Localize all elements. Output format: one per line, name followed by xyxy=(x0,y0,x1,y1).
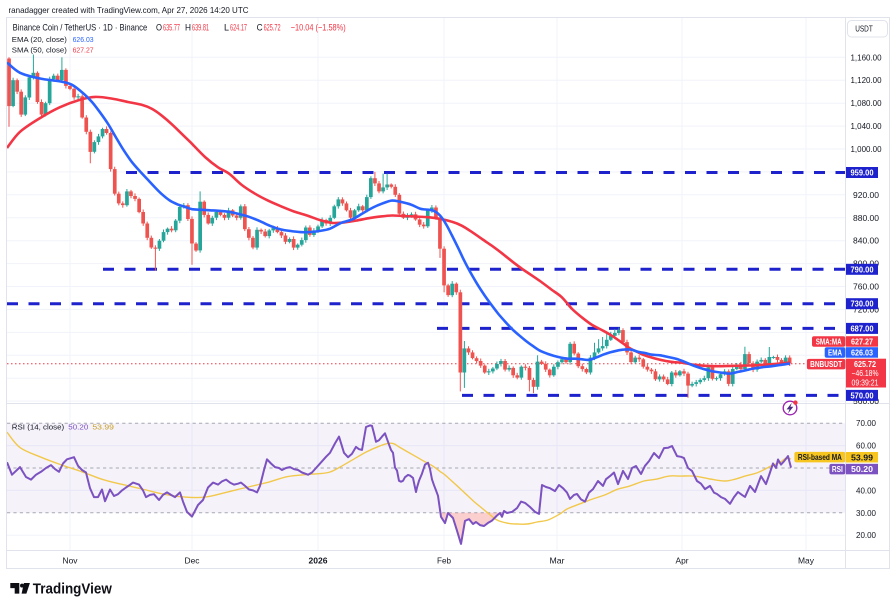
svg-text:Binance Coin / TetherUS · 1D ·: Binance Coin / TetherUS · 1D · Binance xyxy=(13,22,148,33)
svg-text:1,000.00: 1,000.00 xyxy=(851,145,883,154)
svg-text:570.00: 570.00 xyxy=(851,391,875,400)
svg-text:624.17: 624.17 xyxy=(230,22,247,33)
svg-text:H: H xyxy=(185,22,191,33)
svg-text:ranadagger created with Tradin: ranadagger created with TradingView.com,… xyxy=(9,5,249,15)
svg-text:RSI: RSI xyxy=(832,465,843,474)
svg-text:53.99: 53.99 xyxy=(92,422,114,431)
svg-text:959.00: 959.00 xyxy=(851,169,875,178)
svg-text:880.00: 880.00 xyxy=(853,214,880,223)
svg-text:730.00: 730.00 xyxy=(851,300,875,309)
svg-text:626.03: 626.03 xyxy=(73,35,94,44)
svg-text:760.00: 760.00 xyxy=(853,283,880,292)
svg-text:920.00: 920.00 xyxy=(853,191,880,200)
svg-text:20.00: 20.00 xyxy=(856,531,877,540)
svg-text:SMA:MA: SMA:MA xyxy=(816,338,842,347)
svg-text:09:39:21: 09:39:21 xyxy=(852,378,879,387)
svg-text:C: C xyxy=(257,22,263,33)
svg-text:SMA (50, close): SMA (50, close) xyxy=(12,45,68,54)
svg-text:Dec: Dec xyxy=(185,556,201,566)
svg-text:635.77: 635.77 xyxy=(163,22,180,33)
svg-text:70.00: 70.00 xyxy=(856,419,877,428)
svg-text:50.20: 50.20 xyxy=(851,465,874,474)
svg-text:790.00: 790.00 xyxy=(851,265,875,274)
svg-text:40.00: 40.00 xyxy=(856,486,877,495)
svg-text:627.27: 627.27 xyxy=(851,338,873,347)
svg-text:Feb: Feb xyxy=(437,556,451,566)
svg-text:Apr: Apr xyxy=(676,556,689,566)
svg-text:625.72: 625.72 xyxy=(264,22,281,33)
svg-text:2026: 2026 xyxy=(309,556,328,566)
svg-text:840.00: 840.00 xyxy=(853,237,880,246)
svg-text:53.99: 53.99 xyxy=(851,453,874,462)
svg-text:USDT: USDT xyxy=(855,25,873,34)
svg-text:60.00: 60.00 xyxy=(856,442,877,451)
svg-text:720.00: 720.00 xyxy=(853,305,880,314)
svg-text:−10.04 (−1.58%): −10.04 (−1.58%) xyxy=(291,22,346,33)
svg-text:1,040.00: 1,040.00 xyxy=(851,122,883,131)
svg-text:30.00: 30.00 xyxy=(856,509,877,518)
svg-text:627.27: 627.27 xyxy=(73,45,94,54)
svg-text:639.81: 639.81 xyxy=(192,22,209,33)
svg-text:1,160.00: 1,160.00 xyxy=(851,53,883,62)
svg-text:1,080.00: 1,080.00 xyxy=(851,99,883,108)
svg-text:Mar: Mar xyxy=(550,556,565,566)
svg-text:Nov: Nov xyxy=(63,556,79,566)
svg-text:RSI (14, close): RSI (14, close) xyxy=(12,422,65,431)
svg-text:560.00: 560.00 xyxy=(853,397,880,406)
svg-text:−46.18%: −46.18% xyxy=(852,369,879,378)
svg-text:626.03: 626.03 xyxy=(851,349,873,358)
svg-text:O: O xyxy=(156,22,162,33)
svg-text:1,120.00: 1,120.00 xyxy=(851,76,883,85)
svg-text:May: May xyxy=(798,556,815,566)
svg-text:687.00: 687.00 xyxy=(851,324,875,333)
svg-text:TradingView: TradingView xyxy=(33,582,113,598)
svg-text:50.20: 50.20 xyxy=(68,422,88,431)
svg-text:EMA: EMA xyxy=(828,349,842,358)
svg-text:RSI-based MA: RSI-based MA xyxy=(798,453,842,462)
svg-text:625.72: 625.72 xyxy=(854,360,876,369)
svg-text:L: L xyxy=(224,22,229,33)
svg-text:BNBUSDT: BNBUSDT xyxy=(810,360,842,369)
svg-text:EMA (20, close): EMA (20, close) xyxy=(12,35,68,44)
